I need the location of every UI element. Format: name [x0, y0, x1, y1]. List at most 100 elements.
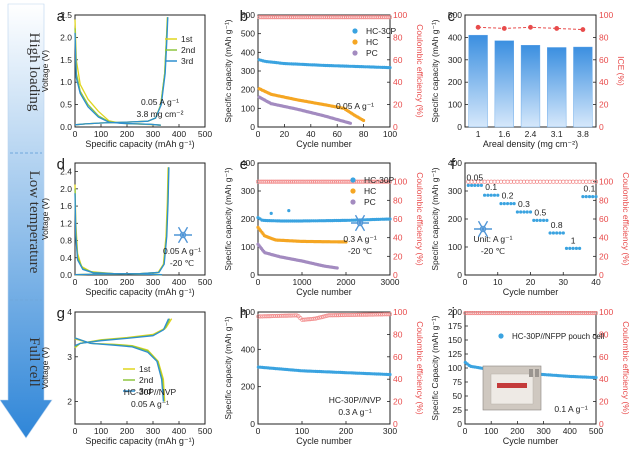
y-tick-label: 100 — [448, 363, 462, 373]
data-point-capacity — [492, 193, 497, 197]
side-label-high-loading: High loading — [26, 33, 42, 112]
data-point-ce — [485, 311, 491, 316]
data-point-ce — [321, 15, 326, 20]
y-tick-label: 4 — [67, 307, 72, 317]
data-point-ce — [351, 15, 357, 20]
data-point-capacity — [502, 202, 506, 206]
legend-label: HC-30P//NFPP pouch cell — [512, 332, 605, 341]
data-point-ce — [319, 15, 324, 20]
data-point-ce — [333, 15, 338, 20]
data-point-ce — [380, 312, 385, 317]
y2-tick-label: 0 — [393, 270, 398, 280]
data-point-ce — [301, 179, 306, 184]
rate-label: 0.5 — [534, 207, 546, 217]
y-tick-label: 25 — [453, 405, 463, 415]
y2-tick-label: 20 — [599, 100, 609, 110]
legend-label: 2nd — [181, 45, 195, 55]
data-point-ce — [348, 15, 353, 20]
data-point-PC — [335, 266, 339, 270]
rate-label: 0.8 — [551, 220, 563, 230]
data-point-ce — [261, 179, 266, 184]
y2-tick-label: 40 — [393, 233, 403, 243]
data-point-ce — [262, 15, 268, 20]
y-tick-label: 100 — [448, 242, 462, 252]
ice-point — [580, 27, 586, 32]
data-point-capacity — [522, 210, 526, 214]
rate-label: 0.3 — [518, 199, 530, 209]
snowflake-core — [479, 225, 487, 233]
y-tick-label: 100 — [241, 242, 255, 252]
data-point-ce — [342, 15, 347, 20]
data-point-ce — [273, 179, 278, 184]
y-tick-label: 2.0 — [60, 32, 72, 42]
data-point-ce — [296, 179, 301, 184]
data-point-ce — [505, 179, 510, 184]
data-point-ce — [275, 179, 280, 184]
series-curve-3rd — [74, 17, 169, 126]
x-tick-label: 0 — [256, 129, 261, 139]
data-point-ce — [305, 317, 311, 322]
y-tick-label: 600 — [241, 10, 255, 20]
data-point-capacity — [555, 231, 559, 235]
data-point-ce — [344, 15, 349, 20]
data-point-ce — [578, 311, 583, 316]
data-point-ce — [382, 179, 387, 184]
x-tick-label: 100 — [94, 277, 108, 287]
data-point-ce — [327, 15, 332, 20]
data-point-ce — [302, 15, 307, 20]
y-axis-label: Voltage (V) — [40, 50, 50, 92]
series-curve-3rd — [74, 193, 163, 276]
data-point-ce — [311, 316, 316, 321]
data-point-ce — [263, 179, 268, 184]
x-tick-label: 20 — [280, 129, 290, 139]
x-tick-label: 3000 — [381, 277, 400, 287]
data-point-ce — [376, 312, 381, 317]
legend-label: 3rd — [139, 386, 152, 396]
annotation: 0.05 A g⁻¹ — [131, 399, 169, 409]
data-point-ce — [372, 312, 377, 317]
y2-tick-label: 20 — [599, 251, 609, 261]
data-point-ce — [546, 311, 551, 316]
data-point-ce — [319, 315, 324, 320]
ice-point — [554, 26, 560, 31]
y-tick-label: 300 — [241, 66, 255, 76]
panel-d: d 0 100 200 300 400 500 0.0 0.4 0.8 1.2 1.6 2.0 2.4 Sp… — [40, 156, 212, 297]
x-tick-label: 60 — [332, 129, 342, 139]
annotation: -20 ℃ — [170, 258, 195, 268]
legend-swatch — [498, 333, 504, 339]
panel-label: h — [240, 305, 248, 322]
data-point-ce — [561, 311, 566, 316]
data-point-ce — [474, 311, 479, 316]
y-tick-label: 0 — [457, 122, 462, 132]
data-point-ce — [493, 311, 498, 316]
data-point-ce — [563, 311, 568, 316]
data-point-ce — [380, 15, 385, 20]
data-point-ce — [374, 15, 379, 20]
y2-tick-label: 0 — [599, 419, 604, 429]
y2-tick-label: 40 — [599, 233, 609, 243]
panel-a: a 0 100 200 300 400 500 0.0 0.5 1.0 1.5 2.0 2.5 Speci… — [40, 8, 212, 149]
data-point-ce — [370, 312, 375, 317]
x-axis-label: Cycle number — [296, 436, 352, 446]
y-axis-label: Voltage (V) — [40, 347, 50, 389]
data-point-ce — [273, 313, 278, 319]
x-tick-label: 2000 — [337, 277, 356, 287]
data-point-ce — [374, 179, 379, 184]
y-tick-label: 2 — [67, 397, 72, 407]
x-tick-label: 500 — [198, 277, 212, 287]
y-tick-label: 0 — [250, 270, 255, 280]
panel-label: i — [452, 305, 455, 322]
data-point-ce — [258, 314, 263, 319]
y-tick-label: 100 — [448, 100, 462, 110]
data-point-ce — [386, 15, 391, 20]
y-axis-label: Specific capacity (mAh g⁻¹) — [430, 19, 440, 122]
data-point-ce — [329, 15, 334, 20]
data-point-ce — [317, 315, 322, 320]
x-tick-label: 400 — [563, 426, 577, 436]
legend-label: 1st — [181, 34, 193, 44]
data-point-capacity — [594, 195, 598, 199]
x-axis-label: Cycle number — [503, 287, 559, 297]
y2-tick-label: 60 — [393, 352, 403, 362]
legend-label: HC — [366, 37, 378, 47]
